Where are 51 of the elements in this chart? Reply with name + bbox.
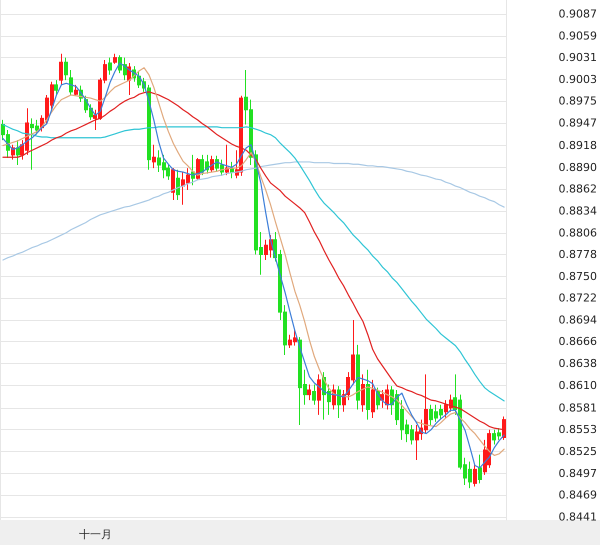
candlestick bbox=[64, 57, 68, 81]
candlestick bbox=[16, 140, 20, 166]
y-tick-label: 0.8806 bbox=[558, 226, 598, 240]
line-series bbox=[2, 124, 505, 402]
y-tick-label: 0.9059 bbox=[558, 29, 598, 42]
candlestick bbox=[371, 379, 375, 419]
y-tick-label: 0.8947 bbox=[558, 116, 598, 130]
candlestick bbox=[113, 53, 117, 64]
candlestick bbox=[473, 464, 477, 488]
line-series bbox=[2, 161, 505, 261]
y-tick-label: 0.8890 bbox=[558, 160, 598, 174]
candlestick bbox=[176, 169, 180, 201]
y-tick-label: 0.8750 bbox=[558, 270, 598, 283]
candlestick bbox=[366, 369, 370, 420]
candlestick bbox=[225, 144, 229, 176]
candlestick bbox=[307, 384, 311, 401]
y-tick-label: 0.8525 bbox=[558, 444, 598, 458]
candlestick bbox=[59, 53, 63, 86]
y-tick-label: 0.8581 bbox=[558, 401, 598, 414]
candlestick bbox=[337, 386, 341, 419]
y-tick-label: 0.9003 bbox=[558, 72, 598, 86]
candlestick bbox=[239, 95, 243, 176]
candlestick bbox=[230, 161, 234, 179]
candlestick bbox=[69, 70, 73, 96]
candlestick bbox=[312, 384, 316, 406]
y-tick-label: 0.8441 bbox=[558, 510, 598, 524]
candlestick bbox=[171, 168, 175, 201]
y-tick-label: 0.8918 bbox=[558, 139, 598, 152]
y-tick-label: 0.8778 bbox=[558, 248, 598, 262]
x-tick-label: 十一月 bbox=[78, 528, 112, 541]
y-tick-label: 0.8975 bbox=[558, 94, 598, 108]
candlestick bbox=[317, 374, 321, 416]
y-tick-label: 0.8638 bbox=[558, 357, 598, 370]
candlestick bbox=[361, 374, 365, 412]
y-tick-label: 0.9087 bbox=[558, 8, 598, 21]
y-tick-label: 0.8610 bbox=[558, 378, 598, 392]
candlestick bbox=[356, 344, 360, 410]
candlestick bbox=[74, 84, 78, 96]
candlestick bbox=[478, 454, 482, 484]
candlestick bbox=[54, 80, 58, 96]
candlestick bbox=[108, 57, 112, 76]
y-tick-label: 0.8694 bbox=[558, 313, 598, 326]
y-tick-label: 0.8666 bbox=[558, 335, 598, 348]
y-tick-label: 0.9031 bbox=[558, 51, 598, 64]
y-tick-label: 0.8834 bbox=[558, 204, 598, 218]
y-tick-label: 0.8497 bbox=[558, 466, 598, 480]
y-tick-label: 0.8469 bbox=[558, 488, 598, 502]
y-tick-label: 0.8722 bbox=[558, 292, 598, 305]
y-tick-label: 0.8553 bbox=[558, 423, 598, 436]
candlestick bbox=[152, 144, 156, 169]
y-tick-label: 0.8862 bbox=[558, 182, 598, 196]
